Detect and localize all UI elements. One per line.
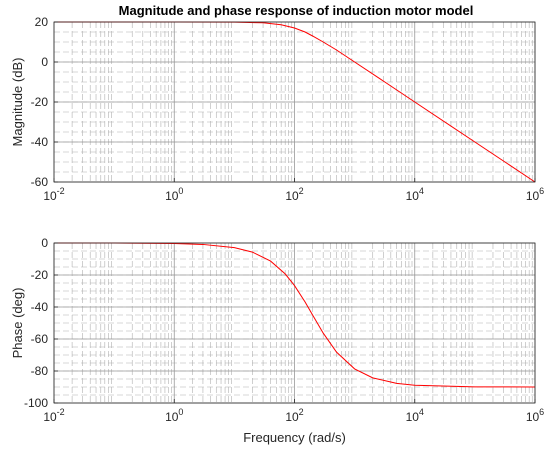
y-tick-label: -60 — [31, 175, 49, 189]
chart-title: Magnitude and phase response of inductio… — [119, 3, 474, 18]
grid — [53, 242, 536, 404]
x-tick-label: 102 — [285, 407, 303, 424]
y-tick-label: 20 — [35, 15, 49, 29]
magnitude-plot: 10-2 100 102 104 106 20 0 -20 -40 -60 Magnitude (d… — [10, 15, 544, 203]
x-tick-label: 106 — [526, 186, 544, 203]
x-tick-label: 104 — [406, 407, 424, 424]
y-tick-label: 0 — [41, 236, 48, 250]
x-tick-label: 104 — [406, 186, 424, 203]
phase-plot: 10-2 100 102 104 106 0 -20 -40 -60 -80 -100 Phase (… — [10, 236, 544, 445]
y-tick-label: -40 — [31, 135, 49, 149]
y-tick-label: -80 — [31, 364, 49, 378]
y-axis-label: Phase (deg) — [10, 288, 25, 359]
x-tick-label: 100 — [165, 407, 183, 424]
y-tick-label: -60 — [31, 332, 49, 346]
series-line-0 — [53, 242, 536, 388]
x-tick-label: 10-2 — [43, 186, 64, 203]
x-axis-label: Frequency (rad/s) — [243, 430, 346, 445]
x-tick-label: 10-2 — [43, 407, 64, 424]
y-tick-label: -20 — [31, 95, 49, 109]
x-tick-label: 102 — [285, 186, 303, 203]
y-tick-label: -40 — [31, 300, 49, 314]
y-axis-label: Magnitude (dB) — [10, 58, 25, 147]
y-tick-label: -20 — [31, 268, 49, 282]
y-tick-label: 0 — [41, 55, 48, 69]
y-tick-label: -100 — [24, 396, 48, 410]
x-tick-label: 100 — [165, 186, 183, 203]
x-tick-label: 106 — [526, 407, 544, 424]
